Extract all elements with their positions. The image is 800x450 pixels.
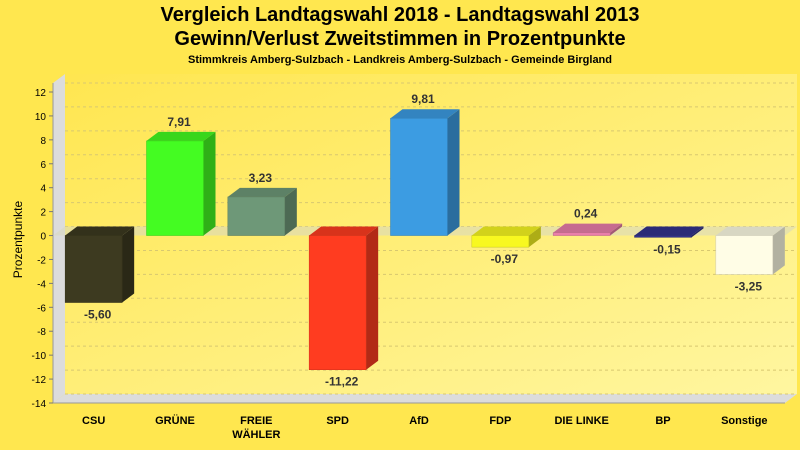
data-label: 9,81 <box>411 92 435 106</box>
bar <box>64 235 123 303</box>
x-tick-label: WÄHLER <box>232 428 280 441</box>
x-tick-label: CSU <box>82 415 105 427</box>
bar-top <box>553 223 623 233</box>
bar <box>634 235 692 238</box>
x-tick-label: SPD <box>326 415 349 427</box>
data-label: 0,24 <box>574 207 598 221</box>
y-tick-label: -12 <box>32 375 47 386</box>
bar <box>715 235 774 275</box>
x-tick-label: GRÜNE <box>155 414 195 427</box>
bar <box>390 117 448 236</box>
bar-side <box>366 226 379 370</box>
x-tick-label: FDP <box>489 415 511 427</box>
data-label: -0,15 <box>653 242 681 256</box>
y-tick-label: 0 <box>40 232 46 243</box>
bar-top <box>634 226 704 236</box>
y-tick-label: -4 <box>37 279 46 290</box>
bar-top <box>390 109 460 119</box>
bar-side <box>772 226 785 275</box>
bar-top <box>65 226 135 236</box>
bar <box>308 235 367 370</box>
bar-top <box>471 226 541 236</box>
chart-subsubtitle: Stimmkreis Amberg-Sulzbach - Landkreis A… <box>188 54 612 66</box>
y-tick-label: -6 <box>37 303 46 314</box>
y-tick-label: -8 <box>37 327 46 338</box>
bar-top <box>309 226 379 236</box>
x-tick-label: AfD <box>409 415 429 427</box>
bar-top <box>715 226 785 236</box>
bar <box>146 140 204 236</box>
data-label: 7,91 <box>167 115 191 129</box>
bar-side <box>528 226 541 248</box>
bar <box>227 196 286 236</box>
y-tick-label: 8 <box>40 136 46 147</box>
bar-side <box>610 223 623 236</box>
data-label: -0,97 <box>491 252 519 266</box>
y-tick-label: 4 <box>40 184 46 195</box>
y-tick-label: -10 <box>32 351 47 362</box>
x-tick-label: BP <box>655 415 670 427</box>
data-label: -3,25 <box>735 279 763 293</box>
data-label: -5,60 <box>84 308 112 322</box>
y-tick-label: 12 <box>35 88 47 99</box>
y-tick-label: 2 <box>40 208 46 219</box>
y-tick-label: -2 <box>37 255 46 266</box>
chart-subtitle: Gewinn/Verlust Zweitstimmen in Prozentpu… <box>174 28 626 50</box>
y-tick-label: 6 <box>40 160 46 171</box>
y-tick-label: -14 <box>32 399 47 410</box>
x-tick-label: Sonstige <box>721 415 767 427</box>
data-label: -11,22 <box>325 375 359 389</box>
bar-side <box>122 226 135 303</box>
bar-side <box>691 226 704 238</box>
chart-title: Vergleich Landtagswahl 2018 - Landtagswa… <box>160 4 640 26</box>
y-axis-label: Prozentpunkte <box>11 201 25 279</box>
bar <box>471 235 530 248</box>
bar-side <box>203 131 216 236</box>
x-tick-label: FREIE <box>240 415 272 427</box>
bar-top <box>146 131 216 141</box>
x-tick-label: DIE LINKE <box>554 415 608 427</box>
bar-side <box>284 187 297 236</box>
bar-side <box>447 109 460 236</box>
bar-top <box>227 187 297 197</box>
floor <box>53 394 797 403</box>
data-label: 3,23 <box>249 171 273 185</box>
y-tick-label: 10 <box>35 112 47 123</box>
left-wall <box>53 74 65 403</box>
bar <box>552 232 611 236</box>
